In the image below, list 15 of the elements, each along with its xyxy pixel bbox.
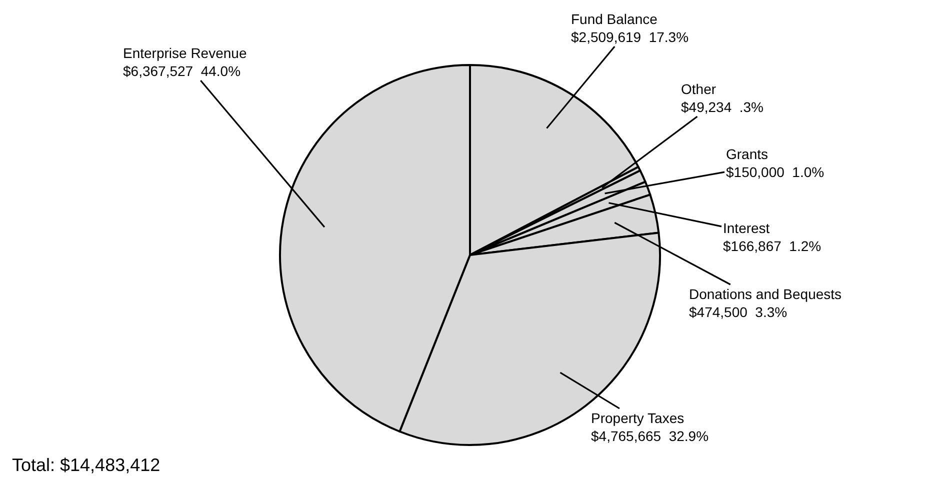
- data-label: $166,867 1.2%: [723, 238, 822, 254]
- data-label: $6,367,527 44.0%: [123, 63, 241, 80]
- slice-label: Interest: [723, 220, 770, 236]
- slice-label: Fund Balance: [571, 11, 658, 27]
- text: Total: $14,483,412: [12, 455, 160, 475]
- data-label: $4,765,665 32.9%: [591, 428, 709, 444]
- data-label: $474,500 3.3%: [689, 304, 788, 320]
- slice-label: Other: [681, 81, 716, 97]
- slice-label: Donations and Bequests: [689, 286, 842, 302]
- slice-label: Grants: [726, 146, 768, 162]
- data-label: $150,000 1.0%: [726, 164, 824, 180]
- slice-label: Enterprise Revenue: [123, 45, 247, 61]
- slice-label: Property Taxes: [591, 410, 684, 426]
- data-label: $2,509,619 17.3%: [571, 29, 689, 46]
- data-label: $49,234 .3%: [681, 99, 764, 116]
